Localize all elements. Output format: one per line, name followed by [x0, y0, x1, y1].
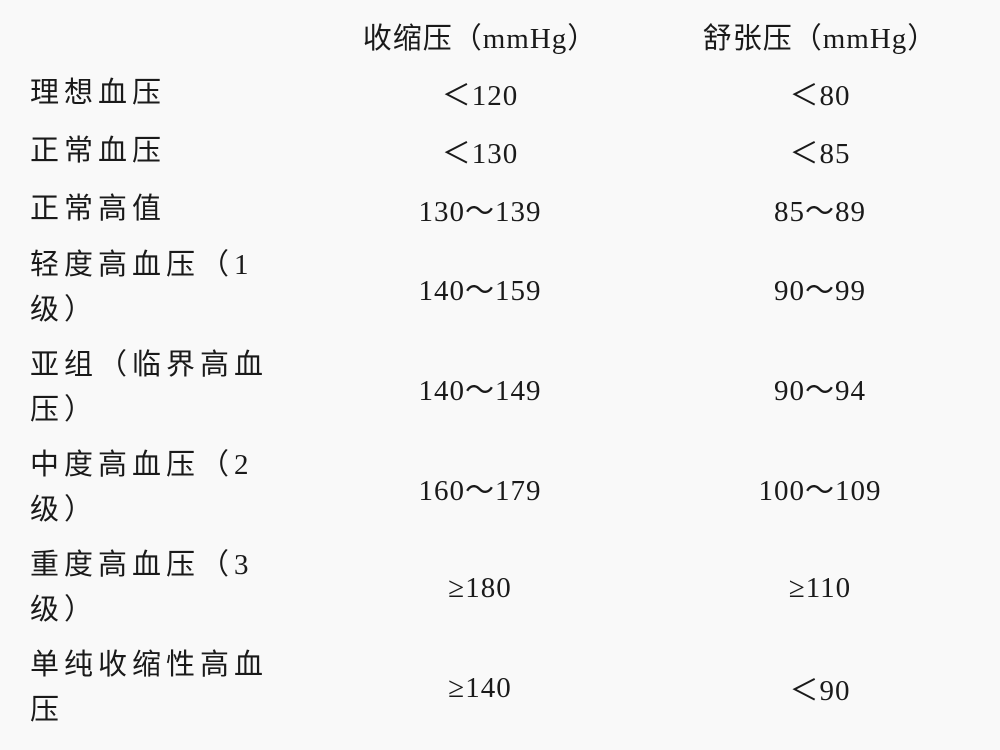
- category-label: 理想血压: [30, 71, 310, 116]
- diastolic-value: 100～109: [650, 467, 990, 509]
- category-label: 单纯收缩性高血压: [30, 643, 310, 733]
- systolic-value: ＜120: [310, 72, 650, 114]
- diastolic-value: 90～94: [650, 367, 990, 409]
- table-row: 正常血压 ＜130 ＜85: [30, 127, 970, 175]
- table-row: 单纯收缩性高血压 ≥140 ＜90: [30, 643, 970, 733]
- systolic-value: ≥180: [310, 572, 650, 605]
- systolic-value: 130～139: [310, 188, 650, 230]
- table-row: 重度高血压（3级） ≥180 ≥110: [30, 543, 970, 633]
- diastolic-value: ＜90: [650, 667, 990, 709]
- diastolic-value: ≥110: [650, 572, 990, 605]
- table-row: 正常高值 130～139 85～89: [30, 185, 970, 233]
- table-row: 理想血压 ＜120 ＜80: [30, 69, 970, 117]
- systolic-value: ＜130: [310, 130, 650, 172]
- table-row: 轻度高血压（1级） 140～159 90～99: [30, 243, 970, 333]
- header-systolic: 收缩压（mmHg）: [310, 15, 650, 57]
- systolic-value: ≥140: [310, 672, 650, 705]
- blood-pressure-table: 收缩压（mmHg） 舒张压（mmHg） 理想血压 ＜120 ＜80 正常血压 ＜…: [30, 15, 970, 733]
- systolic-value: 140～149: [310, 367, 650, 409]
- header-diastolic: 舒张压（mmHg）: [650, 15, 990, 57]
- category-label: 正常高值: [30, 187, 310, 232]
- table-header-row: 收缩压（mmHg） 舒张压（mmHg）: [30, 15, 970, 57]
- category-label: 重度高血压（3级）: [30, 543, 310, 633]
- category-label: 亚组（临界高血压）: [30, 343, 310, 433]
- category-label: 中度高血压（2级）: [30, 443, 310, 533]
- diastolic-value: ＜85: [650, 130, 990, 172]
- systolic-value: 160～179: [310, 467, 650, 509]
- diastolic-value: 85～89: [650, 188, 990, 230]
- diastolic-value: ＜80: [650, 72, 990, 114]
- table-row: 亚组（临界高血压） 140～149 90～94: [30, 343, 970, 433]
- diastolic-value: 90～99: [650, 267, 990, 309]
- category-label: 轻度高血压（1级）: [30, 243, 310, 333]
- table-row: 中度高血压（2级） 160～179 100～109: [30, 443, 970, 533]
- category-label: 正常血压: [30, 129, 310, 174]
- systolic-value: 140～159: [310, 267, 650, 309]
